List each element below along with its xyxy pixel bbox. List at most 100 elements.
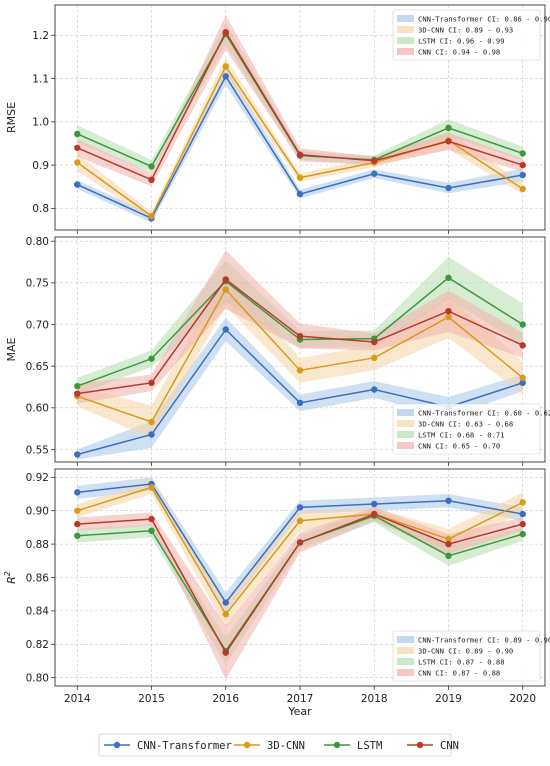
ci-legend-label: CNN-Transformer CI: 0.60 - 0.62 <box>418 409 550 418</box>
ci-legend-label: LSTM CI: 0.87 - 0.88 <box>418 658 505 667</box>
data-point-cnn-transformer <box>371 386 378 393</box>
data-point-cnn-transformer <box>74 489 81 496</box>
ci-legend-label: CNN-Transformer CI: 0.89 - 0.90 <box>418 636 550 645</box>
ci-legend: CNN-Transformer CI: 0.86 - 0.90 3D-CNN CI… <box>392 9 550 61</box>
x-tick-label: 2020 <box>509 693 536 705</box>
bottom-legend-marker <box>243 741 251 749</box>
y-tick-label: 0.60 <box>26 403 49 415</box>
ci-legend-swatch <box>397 658 414 665</box>
ci-legend-label: CNN CI: 0.87 - 0.88 <box>418 669 500 678</box>
data-point-cnn-transformer <box>445 497 452 504</box>
data-point-lstm <box>519 321 526 328</box>
y-tick-label: 0.75 <box>26 278 49 290</box>
x-tick-label: 2015 <box>138 693 165 705</box>
ci-legend-swatch <box>397 669 414 676</box>
data-point-3d-cnn <box>296 367 304 374</box>
ci-band-lstm <box>77 23 523 173</box>
ci-legend-label: 3D-CNN CI: 0.89 - 0.90 <box>418 647 513 656</box>
x-axis-label: Year <box>287 705 312 718</box>
data-point-cnn <box>222 276 229 283</box>
data-point-lstm <box>74 130 81 138</box>
data-point-cnn-transformer <box>222 326 229 333</box>
y-tick-label: 0.65 <box>26 361 49 373</box>
ci-legend-swatch <box>397 37 414 44</box>
data-point-lstm <box>74 532 81 539</box>
data-point-lstm <box>74 382 81 390</box>
ci-legend-label: LSTM CI: 0.68 - 0.71 <box>418 431 505 440</box>
y-tick-label: 0.70 <box>26 319 49 331</box>
data-point-cnn <box>371 338 378 346</box>
data-point-cnn <box>519 520 526 528</box>
bottom-legend-box <box>98 733 452 757</box>
bottom-legend-marker <box>113 741 121 749</box>
data-point-3d-cnn <box>445 535 452 543</box>
chart-panel-r: 0.80 0.82 0.84 0.86 0.88 0.90 0.92 2014 2015 2016… <box>3 468 550 718</box>
x-tick-label: 2016 <box>212 693 239 705</box>
data-point-cnn <box>74 144 81 151</box>
y-axis-label-superscript: 2 <box>3 571 12 576</box>
ci-legend-swatch <box>397 420 414 427</box>
ci-legend-swatch <box>397 442 414 449</box>
data-point-cnn <box>148 379 155 387</box>
data-point-3d-cnn <box>148 212 155 220</box>
data-point-cnn-transformer <box>519 379 526 387</box>
data-point-cnn <box>371 510 378 518</box>
data-point-3d-cnn <box>445 313 452 321</box>
ci-legend: CNN-Transformer CI: 0.89 - 0.90 3D-CNN CI… <box>392 630 550 682</box>
data-point-cnn <box>148 515 155 523</box>
data-point-3d-cnn <box>222 611 229 618</box>
ci-legend-label: CNN CI: 0.94 - 0.98 <box>418 48 500 57</box>
data-point-cnn-transformer <box>74 181 81 188</box>
y-tick-label: 0.92 <box>26 472 49 484</box>
data-point-cnn-transformer <box>445 184 452 192</box>
data-point-3d-cnn <box>371 354 378 362</box>
y-tick-label: 0.80 <box>26 236 49 248</box>
data-point-cnn <box>296 332 304 340</box>
ci-band-cnn-transformer <box>77 317 523 460</box>
ci-band-3d-cnn <box>77 480 523 628</box>
ci-legend-box <box>392 403 541 455</box>
data-point-3d-cnn <box>222 63 229 70</box>
data-point-lstm <box>445 552 452 559</box>
data-point-cnn <box>148 176 155 184</box>
data-point-cnn-transformer <box>74 451 81 458</box>
chart-panel-mae: 0.55 0.60 0.65 0.70 0.75 0.80 MAE CNN-Transform… <box>5 236 550 466</box>
y-axis-label: RMSE <box>5 102 18 133</box>
ci-legend-label: 3D-CNN CI: 0.89 - 0.93 <box>418 26 513 35</box>
data-point-cnn-transformer <box>296 190 304 198</box>
ci-band-cnn-transformer <box>77 67 523 223</box>
x-tick-label: 2017 <box>287 693 314 705</box>
y-tick-label: 0.90 <box>26 506 49 518</box>
data-point-3d-cnn <box>519 185 526 193</box>
data-point-cnn-transformer <box>222 73 229 80</box>
y-tick-label: 0.9 <box>32 160 49 172</box>
chart-panel-rmse: 0.8 0.9 1.0 1.1 1.2 RMSE CNN-Transformer CI: 0… <box>5 4 550 234</box>
data-point-cnn-transformer <box>296 504 304 511</box>
data-point-cnn <box>296 151 304 158</box>
data-point-cnn <box>445 540 452 548</box>
data-point-3d-cnn <box>519 374 526 382</box>
y-tick-label: 0.8 <box>32 203 49 215</box>
panels: 0.8 0.9 1.0 1.1 1.2 RMSE CNN-Transformer CI: 0… <box>3 4 550 718</box>
y-tick-label: 0.86 <box>26 572 50 584</box>
data-point-3d-cnn <box>148 418 155 426</box>
data-point-cnn <box>74 390 81 397</box>
ci-legend-swatch <box>397 647 414 654</box>
ci-legend-label: 3D-CNN CI: 0.63 - 0.68 <box>418 420 513 429</box>
bottom-legend-marker <box>333 741 341 749</box>
bottom-legend: CNN-Transformer 3D-CNN LSTM CNN <box>98 733 459 757</box>
bottom-legend-label: CNN <box>440 740 459 752</box>
y-tick-label: 0.80 <box>26 672 49 684</box>
ci-legend-box <box>392 630 541 682</box>
data-point-cnn <box>519 342 526 349</box>
data-point-cnn <box>445 138 452 145</box>
data-point-lstm <box>519 530 526 538</box>
data-point-3d-cnn <box>519 499 526 506</box>
ci-band-3d-cnn <box>77 272 523 439</box>
y-tick-label: 0.84 <box>26 606 50 618</box>
ci-legend: CNN-Transformer CI: 0.60 - 0.62 3D-CNN CI… <box>392 403 550 455</box>
bottom-legend-label: CNN-Transformer <box>137 740 232 752</box>
data-point-cnn <box>371 157 378 164</box>
data-point-cnn-transformer <box>222 599 229 606</box>
